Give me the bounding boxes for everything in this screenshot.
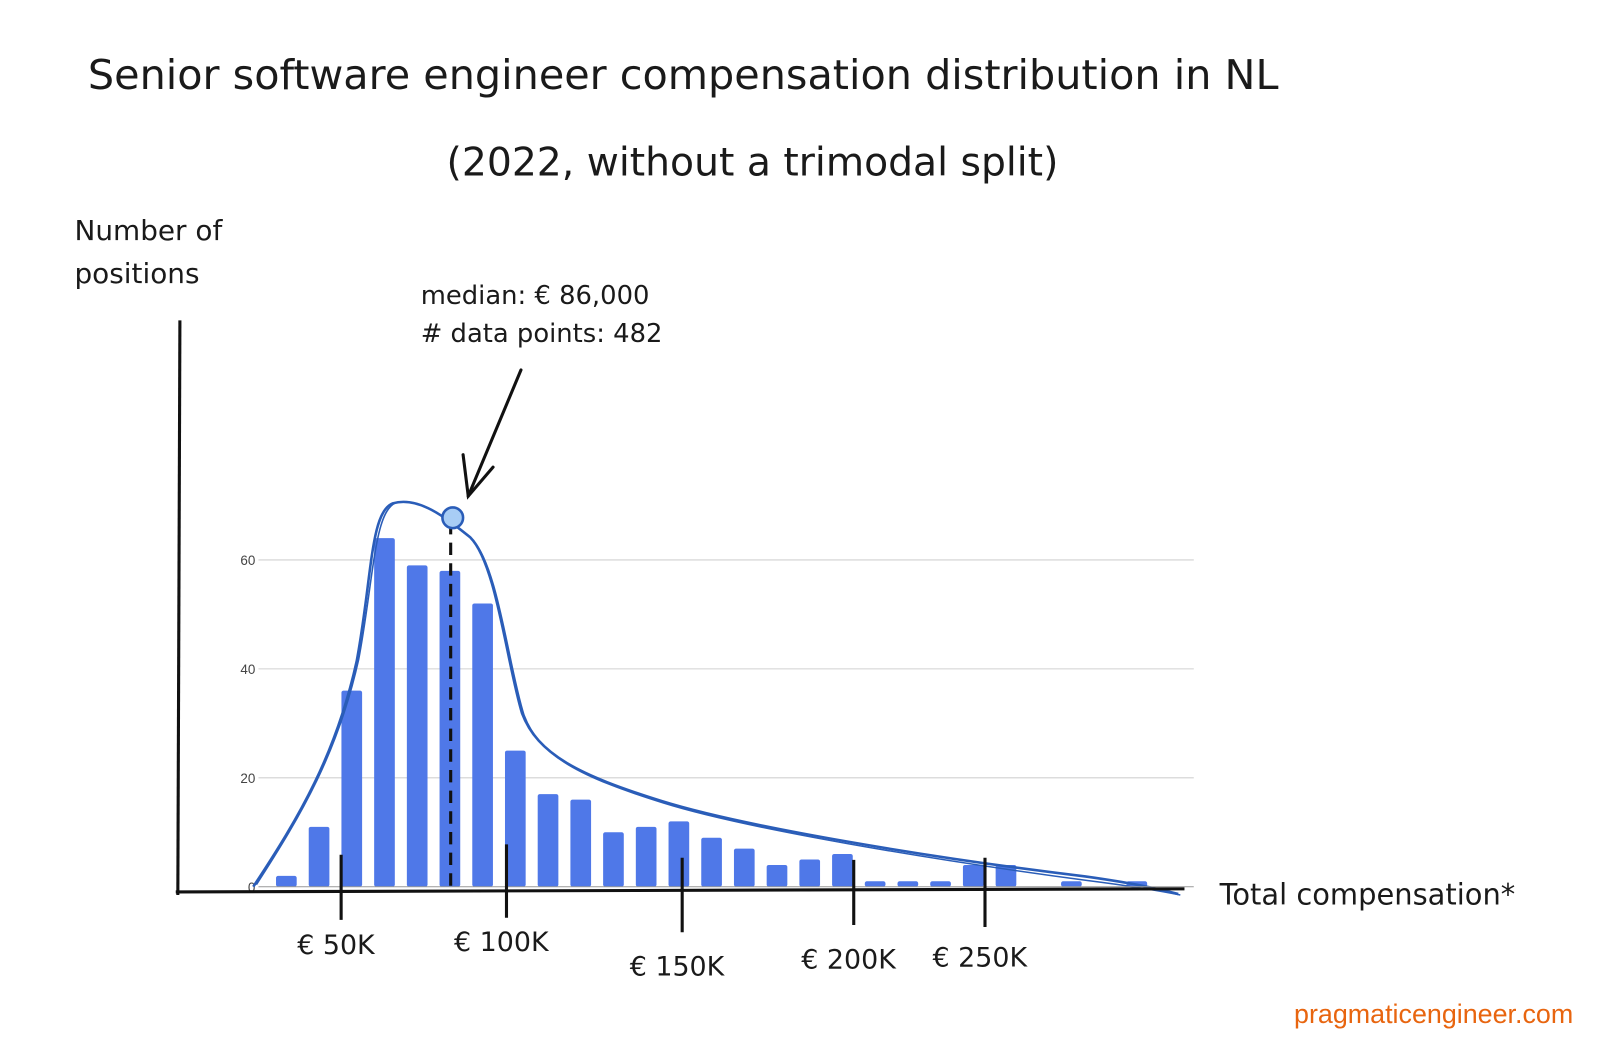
bar (1061, 881, 1082, 887)
y-axis-label-line2: positions (74, 257, 199, 290)
watermark: pragmaticengineer.com (1294, 999, 1573, 1029)
y-tick-label: 0 (248, 880, 255, 895)
chart-subtitle: (2022, without a trimodal split) (447, 141, 1059, 186)
chart-title: Senior software engineer compensation di… (88, 51, 1279, 99)
bar (570, 799, 592, 887)
bar (537, 794, 559, 887)
bar (897, 881, 919, 887)
y-tick-label: 20 (240, 771, 255, 786)
y-axis (176, 320, 182, 896)
y-axis-label-line1: Number of (74, 214, 223, 247)
x-ticks: € 50K € 100K € 150K € 200K € 250K (297, 844, 1029, 983)
x-tick-label: € 200K (801, 944, 897, 975)
bar (832, 854, 853, 887)
bar (504, 750, 526, 887)
bar (308, 826, 330, 887)
bar (930, 881, 951, 887)
annotation-data-points: # data points: 482 (421, 319, 663, 349)
gridlines (258, 559, 1194, 779)
x-axis (175, 887, 1185, 894)
bar (864, 881, 886, 887)
y-tick-label: 60 (240, 553, 255, 568)
y-tick-labels: 0 20 40 60 (240, 553, 255, 895)
median-marker (441, 506, 465, 530)
x-tick-label: € 100K (454, 927, 550, 958)
bar (472, 603, 493, 887)
bar (406, 565, 428, 887)
bar (374, 538, 395, 887)
bar (766, 864, 788, 887)
annotation-median: median: € 86,000 (421, 281, 650, 311)
density-curve (252, 500, 1179, 896)
bar (603, 832, 624, 887)
annotation-arrow (461, 368, 523, 500)
bars (276, 538, 1148, 887)
bar (733, 848, 755, 887)
bar (799, 859, 821, 887)
bar (668, 821, 690, 887)
density-curve-sketch (255, 500, 1181, 896)
x-tick-label: € 250K (933, 942, 1029, 973)
bar (635, 826, 657, 887)
bar (962, 864, 984, 887)
bar (701, 837, 722, 887)
x-tick-label: € 50K (297, 930, 376, 961)
x-tick-label: € 150K (630, 952, 726, 983)
x-axis-label: Total compensation* (1219, 877, 1516, 911)
y-tick-label: 40 (240, 662, 255, 677)
bar (276, 875, 297, 887)
bar (341, 690, 363, 887)
